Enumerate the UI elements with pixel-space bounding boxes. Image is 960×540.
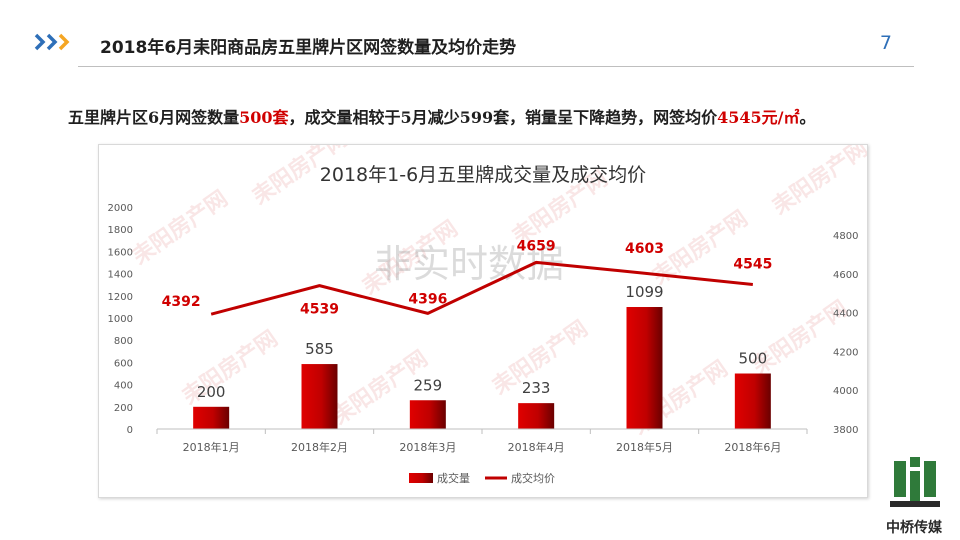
bar-value-label: 233 [522,379,551,397]
legend-bar-label: 成交量 [437,471,470,485]
watermark-brand-text: 耒阳房产网 [768,145,867,220]
line-path [210,260,753,316]
y-left-tick-label: 800 [114,336,133,347]
y-left-tick-label: 1200 [108,292,133,303]
y-left-tick-label: 600 [114,358,133,369]
page-title: 2018年6月耒阳商品房五里牌片区网签数量及均价走势 [100,38,517,58]
bar-series [193,307,771,429]
y-left-tick-label: 400 [114,381,133,392]
summary-highlight-price: 4545元/㎡ [717,108,800,127]
y-right-tick-label: 4400 [833,309,858,320]
chart-legend: 成交量 成交均价 [409,471,555,485]
y-left-tick-label: 1800 [108,225,133,236]
chart-title: 2018年1-6月五里牌成交量及成交均价 [320,164,646,186]
x-tick-label: 2018年2月 [291,440,348,454]
bar [518,403,555,429]
y-left-tick-label: 1400 [108,270,133,281]
x-axis: 2018年1月 2018年2月 2018年3月 2018年4月 2018年5月 2018年… [156,428,808,454]
line-value-label: 4396 [408,291,447,307]
summary-part3: 。 [799,108,816,127]
y-right-tick-label: 4800 [833,231,858,242]
summary-text: 五里牌片区6月网签数量500套，成交量相较于5月减少599套，销量呈下降趋势，网… [68,104,816,128]
y-left-tick-label: 200 [114,403,133,414]
y-left-tick-label: 0 [127,425,133,436]
y-right-tick-label: 3800 [833,425,858,436]
x-tick-label: 2018年1月 [183,440,240,454]
bar-value-label: 1099 [625,283,663,301]
line-value-label: 4539 [300,302,339,318]
y-left-tick-label: 1000 [108,314,133,325]
summary-part1: 五里牌片区6月网签数量 [68,108,240,127]
watermark-brand-text: 耒阳房产网 [178,326,283,410]
summary-highlight-volume: 500套 [239,108,289,127]
line-value-label: 4603 [625,241,664,257]
summary-part2: ，成交量相较于5月减少599套，销量呈下降趋势，网签均价 [288,108,718,127]
company-logo: 中桥传媒 [878,455,950,536]
line-value-label: 4392 [162,294,201,310]
bar [301,364,338,429]
y-axis-right: 3800 4000 4200 4400 4600 4800 [833,231,858,436]
header: 2018年6月耒阳商品房五里牌片区网签数量及均价走势 7 [0,0,960,70]
header-divider [78,66,914,67]
y-right-tick-label: 4600 [833,270,858,281]
x-tick-label: 2018年5月 [616,440,673,454]
bar-value-label: 259 [414,376,443,394]
y-right-tick-label: 4000 [833,386,858,397]
x-tick-label: 2018年3月 [399,440,456,454]
chart-container: 耒阳房产网 耒阳房产网 耒阳房产网 耒阳房产网 耒阳房产网 耒阳房产网 耒阳房产网 耒阳房产网… [98,144,868,498]
bar-value-label: 500 [739,350,768,368]
line-labels: 4392 4539 4396 4659 4603 4545 [162,238,773,317]
bar [193,406,230,429]
bar-value-label: 585 [305,340,334,358]
y-axis-left: 0 200 400 600 800 1000 1200 1400 1600 1800 2000 [108,203,133,436]
line-value-label: 4659 [517,238,556,254]
x-tick-label: 2018年6月 [724,440,781,454]
line-value-label: 4545 [733,256,772,272]
bar-value-label: 200 [197,383,226,401]
logo-icon [890,457,940,507]
y-right-tick-label: 4200 [833,347,858,358]
logo-text: 中桥传媒 [886,520,942,536]
y-left-tick-label: 2000 [108,203,133,214]
legend-line-label: 成交均价 [511,471,555,485]
watermark-brand-text: 耒阳房产网 [128,186,233,270]
bar [626,307,663,429]
bar [734,373,771,429]
bar-labels: 200 585 259 233 1099 500 [197,283,767,401]
page-number: 7 [879,32,892,54]
x-tick-label: 2018年4月 [508,440,565,454]
legend-bar-swatch [409,473,433,483]
bar [409,400,446,429]
y-left-tick-label: 1600 [108,247,133,258]
chevron-right-icon [34,33,70,51]
line-series [210,260,753,316]
